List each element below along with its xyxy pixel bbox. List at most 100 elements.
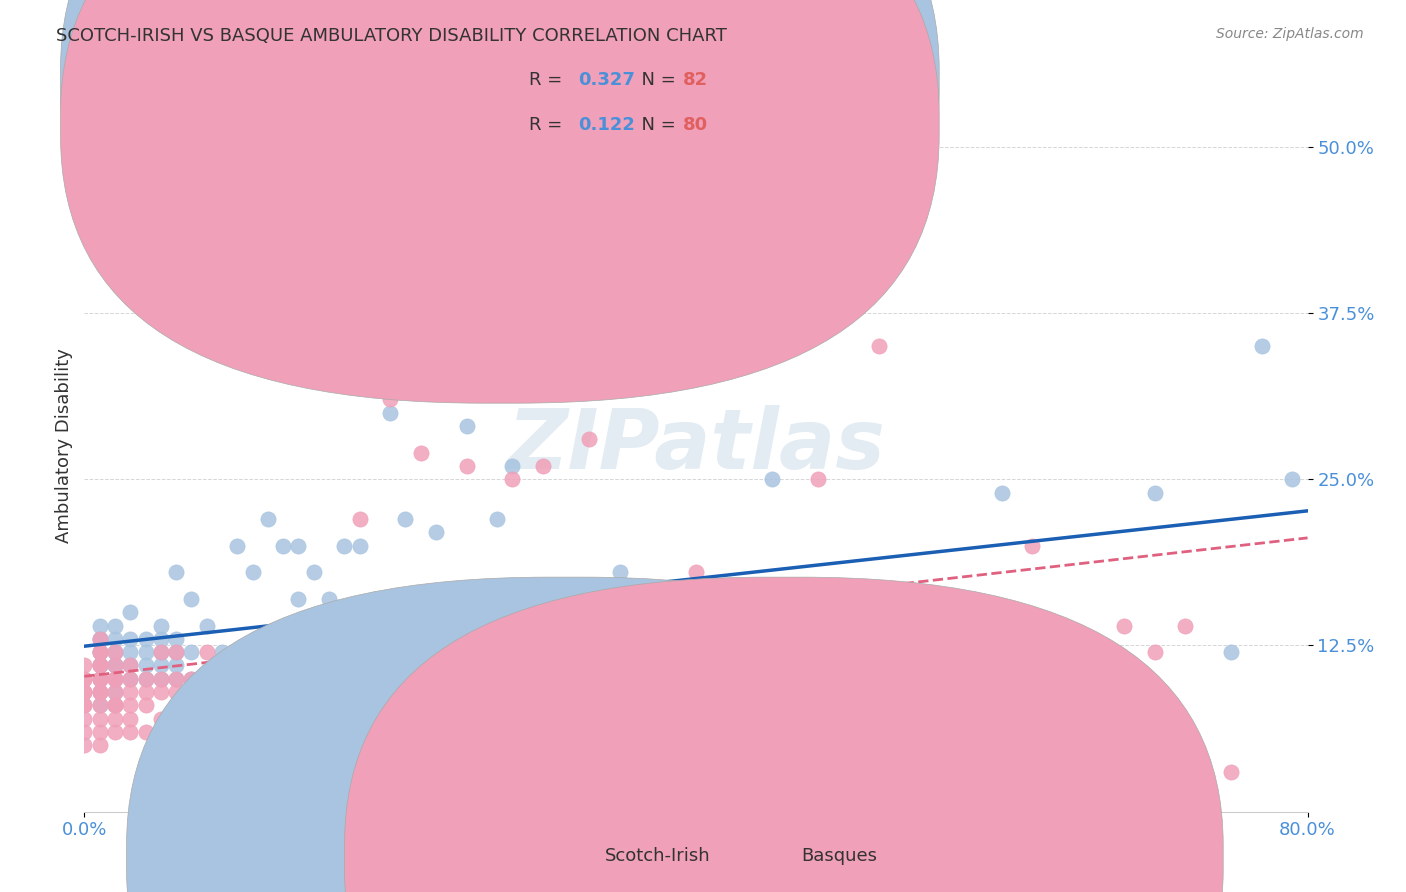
Point bbox=[89, 632, 111, 646]
Point bbox=[394, 512, 416, 526]
Point bbox=[89, 658, 111, 673]
Text: ZIPatlas: ZIPatlas bbox=[508, 406, 884, 486]
Point bbox=[685, 632, 707, 646]
Point bbox=[104, 672, 127, 686]
Text: Basques: Basques bbox=[801, 847, 877, 865]
Point bbox=[425, 525, 447, 540]
Text: N =: N = bbox=[630, 71, 682, 89]
Point bbox=[914, 591, 936, 606]
Point bbox=[165, 698, 187, 713]
Point bbox=[89, 685, 111, 699]
Point bbox=[257, 632, 280, 646]
Point bbox=[271, 539, 294, 553]
Point bbox=[349, 539, 371, 553]
Point bbox=[287, 591, 309, 606]
Point bbox=[89, 685, 111, 699]
Point bbox=[135, 632, 157, 646]
Point bbox=[349, 512, 371, 526]
Point bbox=[1021, 539, 1043, 553]
Point bbox=[104, 658, 127, 673]
Point bbox=[135, 645, 157, 659]
Point bbox=[807, 645, 830, 659]
Point bbox=[195, 618, 218, 632]
Point bbox=[73, 658, 96, 673]
Point bbox=[135, 698, 157, 713]
Point bbox=[226, 645, 249, 659]
Point bbox=[654, 658, 676, 673]
Point bbox=[89, 618, 111, 632]
Point bbox=[120, 605, 142, 619]
Point bbox=[120, 632, 142, 646]
Point bbox=[409, 445, 432, 459]
Point bbox=[531, 698, 554, 713]
Point bbox=[1143, 645, 1166, 659]
Point bbox=[211, 645, 233, 659]
Point bbox=[165, 658, 187, 673]
Text: 82: 82 bbox=[683, 71, 709, 89]
Point bbox=[380, 392, 402, 407]
Point bbox=[456, 419, 478, 434]
Point bbox=[89, 658, 111, 673]
Point bbox=[120, 658, 142, 673]
Point bbox=[165, 645, 187, 659]
Point bbox=[180, 672, 202, 686]
Point bbox=[180, 672, 202, 686]
Point bbox=[89, 658, 111, 673]
Point bbox=[165, 566, 187, 580]
Point bbox=[120, 725, 142, 739]
Point bbox=[195, 698, 218, 713]
Text: R =: R = bbox=[529, 71, 568, 89]
Point bbox=[1067, 658, 1090, 673]
Point bbox=[135, 658, 157, 673]
Point bbox=[1114, 618, 1136, 632]
Point bbox=[149, 645, 172, 659]
Point bbox=[104, 698, 127, 713]
Point bbox=[333, 539, 356, 553]
Point bbox=[257, 512, 280, 526]
Point bbox=[1281, 472, 1303, 486]
Point bbox=[165, 685, 187, 699]
Text: R =: R = bbox=[529, 116, 568, 134]
Point bbox=[89, 725, 111, 739]
Point bbox=[242, 566, 264, 580]
Point bbox=[302, 566, 325, 580]
Point bbox=[89, 738, 111, 752]
Point bbox=[914, 645, 936, 659]
Point bbox=[578, 433, 600, 447]
Point bbox=[120, 645, 142, 659]
Point bbox=[149, 672, 172, 686]
Point bbox=[165, 645, 187, 659]
Point bbox=[120, 712, 142, 726]
Point bbox=[716, 672, 738, 686]
Point bbox=[149, 632, 172, 646]
Point bbox=[302, 366, 325, 380]
Point bbox=[89, 645, 111, 659]
Point bbox=[149, 658, 172, 673]
Point bbox=[318, 591, 340, 606]
Point bbox=[578, 698, 600, 713]
Point bbox=[135, 725, 157, 739]
Point bbox=[195, 672, 218, 686]
Point bbox=[104, 672, 127, 686]
Point bbox=[180, 591, 202, 606]
Point bbox=[211, 672, 233, 686]
Point bbox=[149, 712, 172, 726]
Point bbox=[89, 672, 111, 686]
Y-axis label: Ambulatory Disability: Ambulatory Disability bbox=[55, 349, 73, 543]
Point bbox=[456, 458, 478, 473]
Point bbox=[1220, 764, 1243, 779]
Point bbox=[502, 458, 524, 473]
Point bbox=[120, 698, 142, 713]
Point bbox=[104, 645, 127, 659]
Point bbox=[73, 698, 96, 713]
Point bbox=[180, 685, 202, 699]
Point bbox=[104, 725, 127, 739]
Point bbox=[1143, 485, 1166, 500]
Point bbox=[120, 672, 142, 686]
Point bbox=[716, 632, 738, 646]
Point bbox=[89, 645, 111, 659]
Point bbox=[165, 672, 187, 686]
Point bbox=[104, 632, 127, 646]
Point bbox=[531, 458, 554, 473]
Point bbox=[180, 645, 202, 659]
